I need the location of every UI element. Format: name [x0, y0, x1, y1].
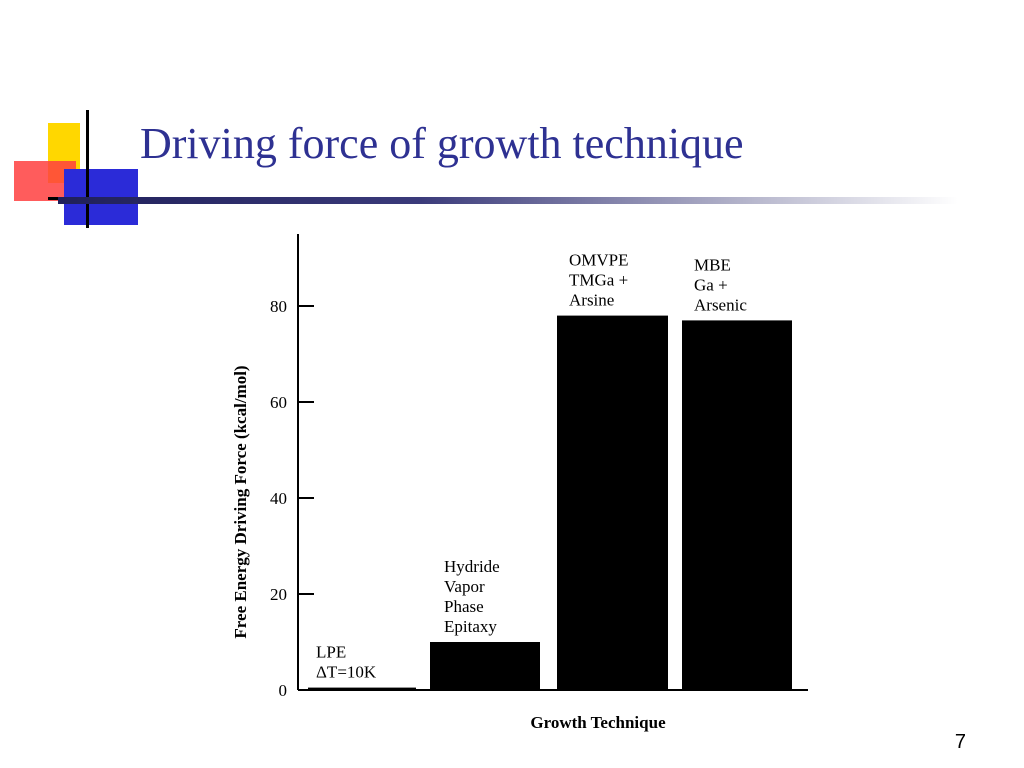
slide-title: Driving force of growth technique — [140, 119, 744, 168]
y-tick-label: 40 — [270, 489, 287, 508]
bar-category-label: Hydride — [444, 557, 500, 576]
bar-category-label: OMVPE — [569, 251, 629, 270]
bar — [430, 642, 540, 690]
bar-category-label: LPE — [316, 643, 346, 662]
bar-category-label: ΔT=10K — [316, 663, 377, 682]
bar-category-label: Arsenic — [694, 295, 747, 314]
x-axis-label: Growth Technique — [530, 713, 666, 732]
y-tick-label: 0 — [279, 681, 288, 700]
bar-category-label: Vapor — [444, 577, 485, 596]
y-axis-label: Free Energy Driving Force (kcal/mol) — [231, 365, 250, 638]
y-tick-label: 80 — [270, 297, 287, 316]
vertical-line — [86, 110, 89, 228]
y-tick-label: 60 — [270, 393, 287, 412]
bar-category-label: TMGa + — [569, 271, 628, 290]
bar-category-label: Phase — [444, 597, 484, 616]
bar-category-label: MBE — [694, 255, 731, 274]
slide-number: 7 — [954, 731, 966, 753]
bar-category-label: Epitaxy — [444, 617, 497, 636]
y-tick-label: 20 — [270, 585, 287, 604]
bar — [682, 320, 792, 690]
bar-category-label: Arsine — [569, 291, 614, 310]
bar — [308, 687, 416, 690]
bar-category-label: Ga + — [694, 275, 728, 294]
bar — [557, 315, 668, 690]
title-underline — [58, 197, 958, 204]
